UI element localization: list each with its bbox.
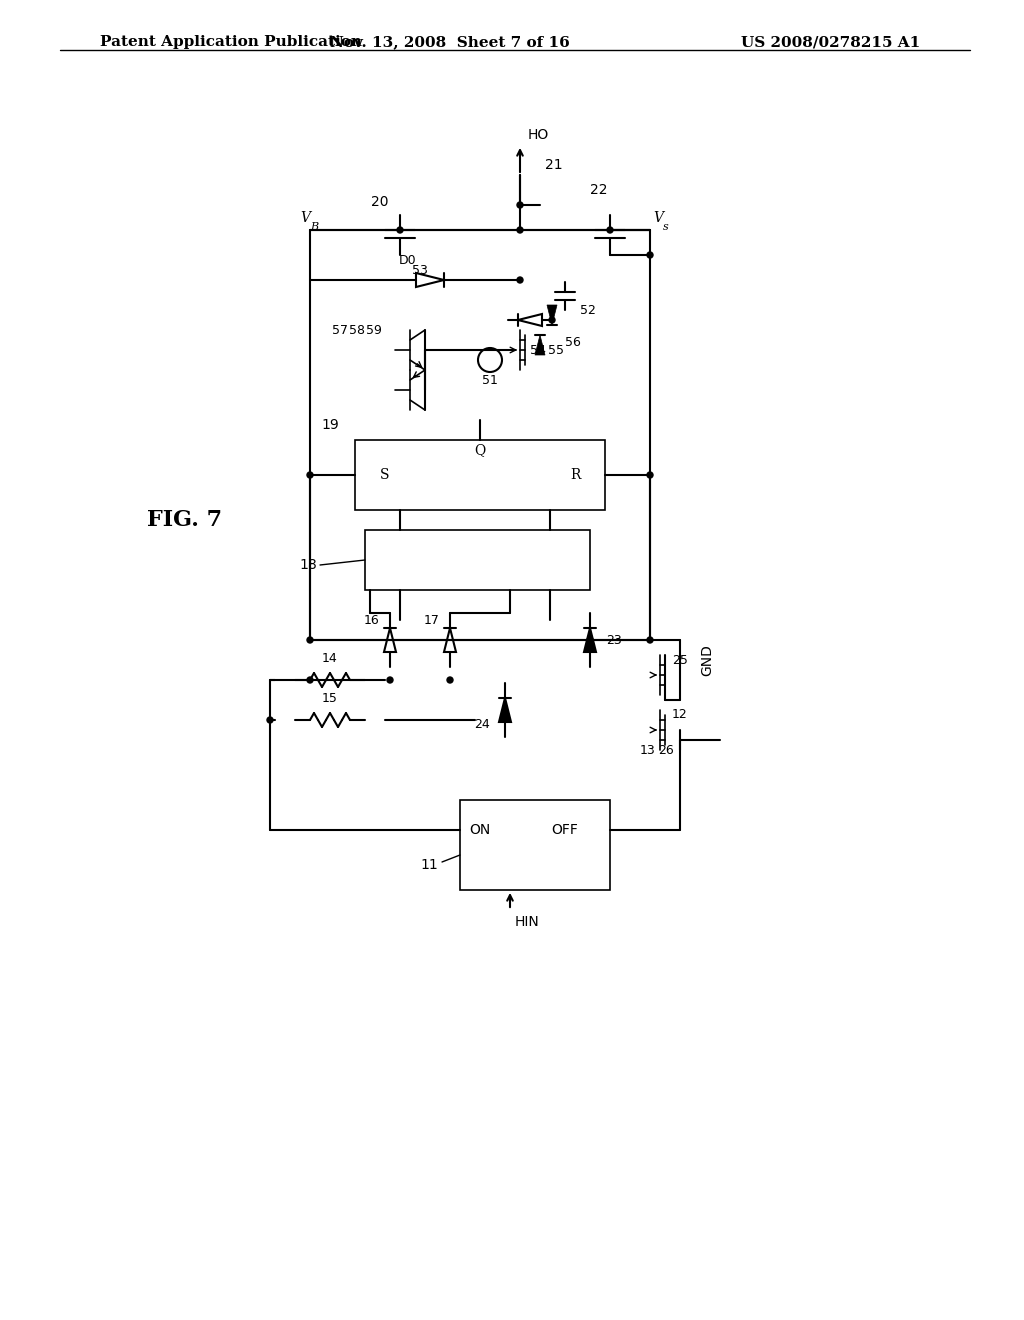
Text: 14: 14 (323, 652, 338, 665)
Text: Q: Q (474, 444, 485, 457)
Circle shape (387, 677, 393, 682)
Circle shape (549, 317, 555, 323)
Bar (365, 531, 590, 590)
Text: 22: 22 (590, 183, 607, 197)
Circle shape (397, 227, 403, 234)
Circle shape (307, 677, 313, 682)
Text: 57: 57 (332, 323, 348, 337)
Text: 12: 12 (672, 709, 688, 722)
Text: Patent Application Publication: Patent Application Publication (100, 36, 362, 49)
Text: 58: 58 (349, 323, 365, 337)
Circle shape (647, 252, 653, 257)
Polygon shape (535, 335, 545, 355)
Text: HIN: HIN (515, 915, 540, 929)
Circle shape (647, 473, 653, 478)
Text: 26: 26 (658, 743, 674, 756)
Text: 53: 53 (412, 264, 428, 276)
Text: Nov. 13, 2008  Sheet 7 of 16: Nov. 13, 2008 Sheet 7 of 16 (330, 36, 570, 49)
Text: V: V (653, 211, 663, 224)
Text: 15: 15 (323, 692, 338, 705)
Text: 24: 24 (474, 718, 490, 731)
Text: 25: 25 (672, 653, 688, 667)
Text: GND: GND (700, 644, 714, 676)
Circle shape (517, 227, 523, 234)
Text: D0: D0 (399, 253, 417, 267)
Text: OFF: OFF (552, 822, 579, 837)
Text: 51: 51 (482, 374, 498, 387)
Text: S: S (380, 469, 390, 482)
Text: FIG. 7: FIG. 7 (147, 510, 222, 531)
Polygon shape (499, 698, 511, 722)
Text: US 2008/0278215 A1: US 2008/0278215 A1 (740, 36, 920, 49)
Circle shape (647, 638, 653, 643)
Bar (460, 800, 610, 890)
Circle shape (447, 677, 453, 682)
Text: s: s (664, 222, 669, 232)
Circle shape (587, 638, 593, 643)
Text: 21: 21 (545, 158, 562, 172)
Text: B: B (310, 222, 318, 232)
Text: 16: 16 (365, 614, 380, 627)
Circle shape (267, 717, 273, 723)
Polygon shape (547, 305, 557, 325)
Text: V: V (300, 211, 310, 224)
Circle shape (607, 227, 613, 234)
Text: 17: 17 (424, 614, 440, 627)
Text: 20: 20 (372, 195, 389, 209)
Text: 11: 11 (420, 858, 438, 873)
Text: ON: ON (469, 822, 490, 837)
Text: 54: 54 (530, 343, 546, 356)
Text: 13: 13 (640, 743, 655, 756)
Text: 18: 18 (299, 558, 316, 572)
Text: R: R (569, 469, 581, 482)
Text: HO: HO (528, 128, 549, 143)
Text: 52: 52 (580, 304, 596, 317)
Text: 23: 23 (606, 634, 622, 647)
Circle shape (517, 202, 523, 209)
Text: 56: 56 (565, 335, 581, 348)
Circle shape (307, 638, 313, 643)
Circle shape (307, 473, 313, 478)
Bar (355, 440, 605, 510)
Text: 55: 55 (548, 343, 564, 356)
Circle shape (517, 277, 523, 282)
Polygon shape (584, 628, 596, 652)
Bar (310, 230, 650, 640)
Text: 19: 19 (322, 418, 339, 432)
Text: 59: 59 (366, 323, 382, 337)
